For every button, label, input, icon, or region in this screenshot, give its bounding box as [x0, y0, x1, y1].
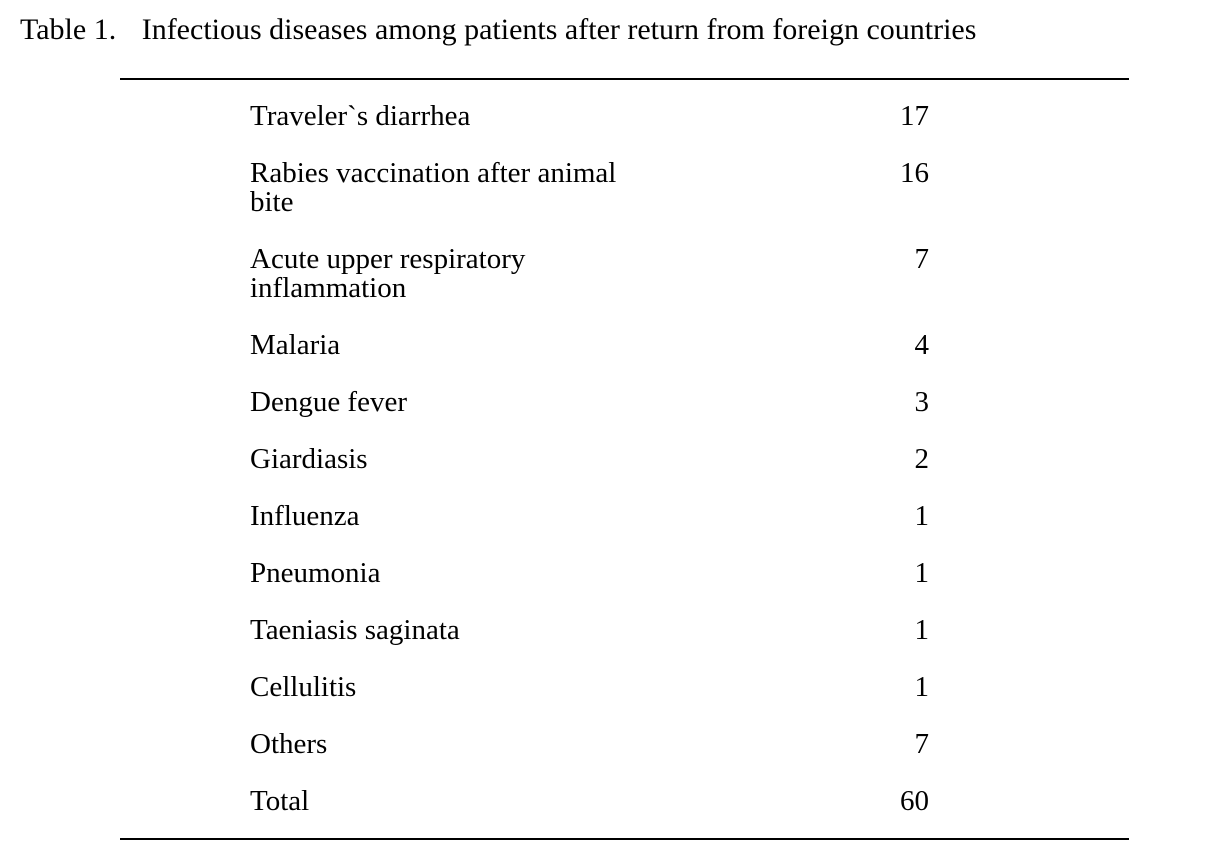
disease-name: Cellulitis: [120, 659, 649, 716]
disease-name: Pneumonia: [120, 545, 649, 602]
disease-name: Influenza: [120, 488, 649, 545]
disease-name: Acute upper respiratory inflammation: [120, 231, 649, 317]
table-row: Others 7: [120, 716, 1129, 773]
diseases-table: Traveler`s diarrhea 17 Rabies vaccinatio…: [120, 78, 1129, 840]
disease-name: Malaria: [120, 317, 649, 374]
disease-count: 7: [649, 231, 1129, 317]
table-row: Cellulitis 1: [120, 659, 1129, 716]
page: Table 1. Infectious diseases among patie…: [0, 0, 1219, 840]
disease-count: 1: [649, 488, 1129, 545]
table-caption: Table 1. Infectious diseases among patie…: [20, 12, 1199, 48]
disease-count: 16: [649, 145, 1129, 231]
disease-name: Taeniasis saginata: [120, 602, 649, 659]
disease-name: Giardiasis: [120, 431, 649, 488]
disease-count: 17: [649, 79, 1129, 145]
table-row: Giardiasis 2: [120, 431, 1129, 488]
table-number: Table 1.: [20, 13, 116, 46]
table-row: Influenza 1: [120, 488, 1129, 545]
disease-count: 60: [649, 773, 1129, 839]
table-row: Traveler`s diarrhea 17: [120, 79, 1129, 145]
table-container: Traveler`s diarrhea 17 Rabies vaccinatio…: [120, 78, 1129, 840]
disease-count: 2: [649, 431, 1129, 488]
disease-count: 1: [649, 602, 1129, 659]
table-title: Infectious diseases among patients after…: [142, 13, 977, 46]
disease-count: 1: [649, 545, 1129, 602]
table-row: Acute upper respiratory inflammation 7: [120, 231, 1129, 317]
disease-count: 4: [649, 317, 1129, 374]
table-row: Pneumonia 1: [120, 545, 1129, 602]
disease-count: 1: [649, 659, 1129, 716]
table-row: Rabies vaccination after animal bite 16: [120, 145, 1129, 231]
disease-name: Total: [120, 773, 649, 839]
table-row: Total 60: [120, 773, 1129, 839]
table-row: Taeniasis saginata 1: [120, 602, 1129, 659]
disease-count: 3: [649, 374, 1129, 431]
disease-count: 7: [649, 716, 1129, 773]
table-row: Dengue fever 3: [120, 374, 1129, 431]
disease-name: Others: [120, 716, 649, 773]
table-row: Malaria 4: [120, 317, 1129, 374]
disease-name: Rabies vaccination after animal bite: [120, 145, 649, 231]
disease-name: Dengue fever: [120, 374, 649, 431]
disease-name: Traveler`s diarrhea: [120, 79, 649, 145]
